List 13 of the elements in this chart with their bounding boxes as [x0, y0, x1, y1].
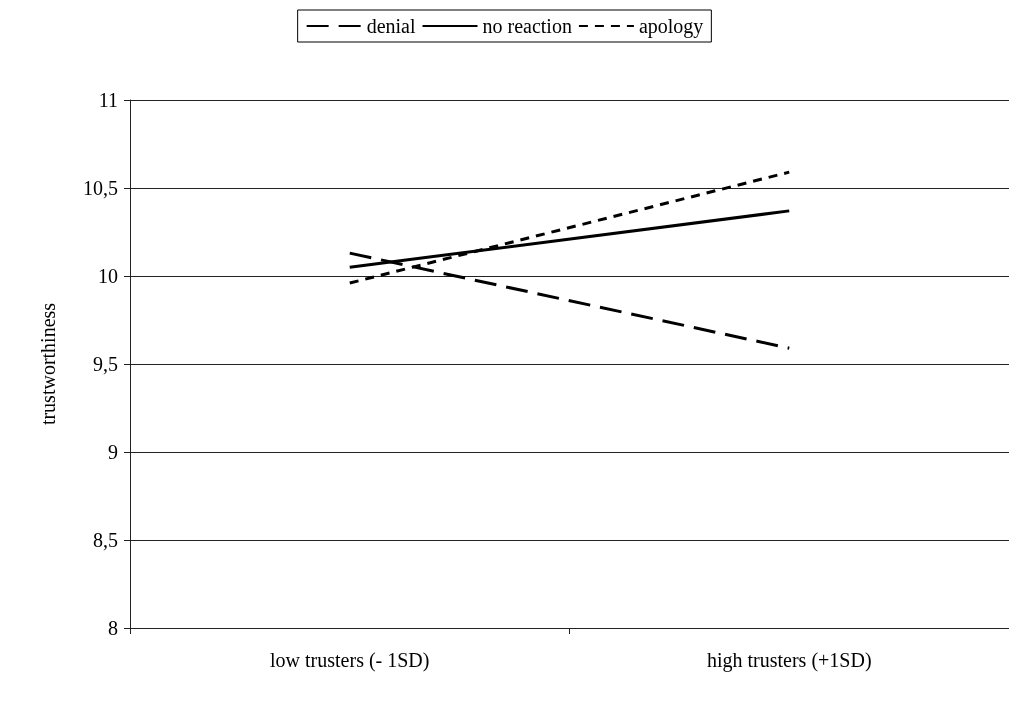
y-tick-label: 10,5: [83, 177, 118, 199]
y-axis-title: trustworthiness: [37, 302, 59, 426]
x-tick-label: low trusters (- 1SD): [270, 649, 430, 672]
y-tick-label: 11: [98, 89, 118, 111]
y-tick-label: 8,5: [93, 529, 118, 551]
y-tick-label: 9: [108, 441, 118, 463]
legend-label: denial: [366, 15, 416, 37]
y-tick-label: 10: [98, 265, 118, 287]
y-tick-label: 9,5: [93, 353, 118, 375]
y-tick-label: 8: [108, 617, 118, 639]
legend-label: no reaction: [482, 15, 572, 37]
x-tick-label: high trusters (+1SD): [706, 649, 872, 672]
legend-label: apology: [638, 15, 704, 38]
